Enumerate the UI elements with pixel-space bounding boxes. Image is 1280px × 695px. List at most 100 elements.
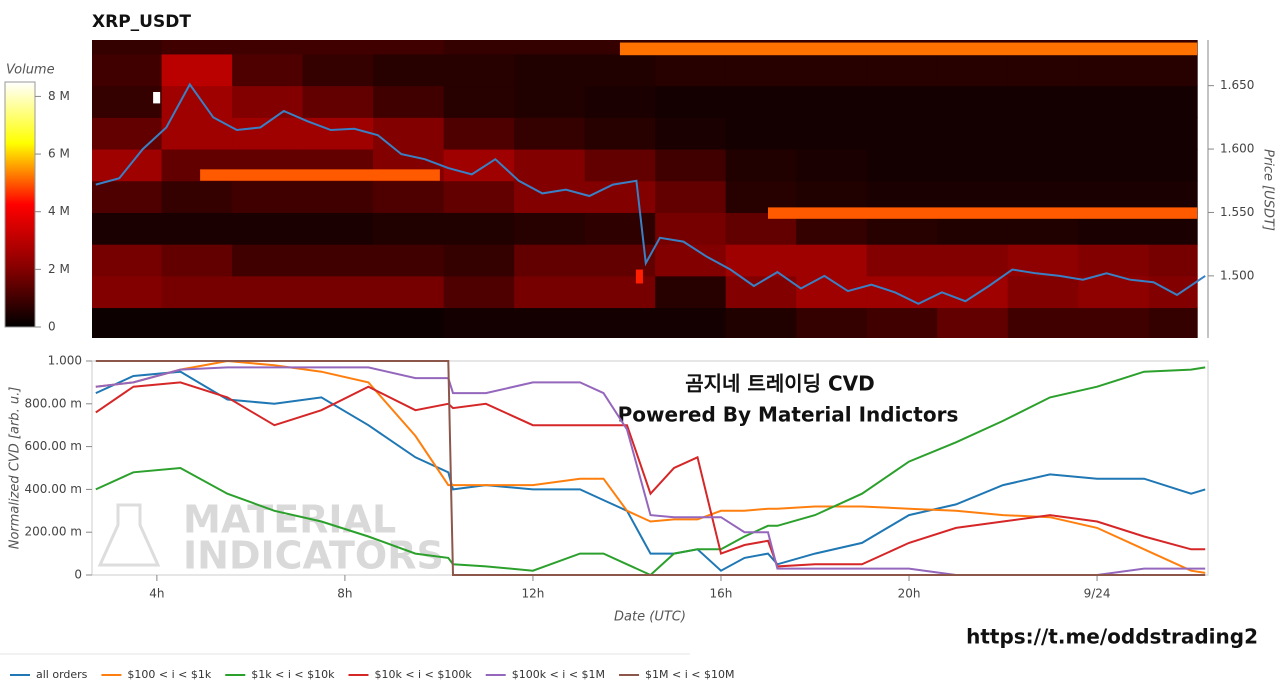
heat-cell <box>514 40 586 55</box>
heat-cell <box>796 85 868 118</box>
heat-cell <box>1078 149 1150 182</box>
heat-cell <box>1007 244 1079 277</box>
colorbar <box>4 81 36 328</box>
heat-cell <box>302 307 374 338</box>
legend-label: all orders <box>36 668 88 681</box>
cvd-line <box>95 381 1206 568</box>
heat-cell <box>92 53 163 87</box>
heat-cell <box>866 307 938 338</box>
heat-cell <box>232 40 304 55</box>
y-tick-label: 1.000 <box>48 354 82 368</box>
heat-cell <box>514 275 586 309</box>
y-tick-label: 200.00 m <box>25 525 83 539</box>
heat-cell <box>232 53 304 87</box>
heat-cell <box>655 275 727 309</box>
lines <box>95 359 1206 577</box>
x-tick-label: 8h <box>337 587 352 601</box>
heat-cell <box>584 212 656 245</box>
heat-cell <box>514 307 586 338</box>
heat-cell <box>655 180 727 213</box>
heat-cell <box>866 149 938 182</box>
heat-cell <box>373 117 445 150</box>
heat-cell <box>1007 117 1079 150</box>
heat-cell <box>92 212 163 245</box>
heat-cell <box>443 307 515 338</box>
heat-cell <box>937 53 1009 87</box>
heatmap <box>92 40 1206 338</box>
heat-cell <box>514 180 586 213</box>
heat-cell <box>302 180 374 213</box>
heat-cell <box>1148 244 1198 277</box>
heat-cell <box>302 85 374 118</box>
heat-cell <box>373 180 445 213</box>
heat-cell <box>232 180 304 213</box>
price-line <box>95 82 1206 305</box>
heat-cell <box>725 53 797 87</box>
heat-cell <box>373 40 445 55</box>
heat-cell <box>1148 117 1198 150</box>
heat-cell <box>514 149 586 182</box>
heat-cell <box>796 117 868 150</box>
heat-cell <box>937 149 1009 182</box>
heat-cell <box>302 275 374 309</box>
cvd-line <box>95 360 1206 576</box>
heat-cell <box>92 307 163 338</box>
heat-cell <box>443 149 515 182</box>
heat-cell <box>1007 53 1079 87</box>
heat-cell <box>443 53 515 87</box>
heat-cell <box>514 244 586 277</box>
heat-cell <box>373 244 445 277</box>
heat-block <box>767 207 1198 219</box>
watermark-text: INDICATORS <box>183 534 444 578</box>
x-axis-label: Date (UTC) <box>614 610 686 625</box>
heat-cell <box>443 117 515 150</box>
heat-cell <box>92 180 163 213</box>
heat-cell <box>725 244 797 277</box>
heat-cell <box>1078 244 1150 277</box>
legend-label: $100 < i < $1k <box>127 668 211 681</box>
colorbar-tick-label: 6 M <box>48 147 70 161</box>
heat-cell <box>1007 275 1079 309</box>
heat-cell <box>514 53 586 87</box>
heat-cell <box>796 53 868 87</box>
y-tick-label: 1.550 <box>1220 205 1254 219</box>
colorbar-tick-label: 2 M <box>48 262 70 276</box>
heat-cell <box>1007 85 1079 118</box>
heat-cell <box>373 53 445 87</box>
colorbar-tick-label: 8 M <box>48 89 70 103</box>
heat-cell <box>584 117 656 150</box>
heat-cell <box>161 40 233 55</box>
y-tick-label: 1.650 <box>1220 78 1254 92</box>
x-tick-label: 9/24 <box>1084 587 1111 601</box>
y-tick-label: 1.500 <box>1220 268 1254 282</box>
heat-cell <box>866 117 938 150</box>
heat-cell <box>443 85 515 118</box>
y-tick-label: 600.00 m <box>25 439 83 453</box>
heat-cell <box>1007 149 1079 182</box>
heat-cell <box>655 85 727 118</box>
heat-block <box>153 91 161 104</box>
heat-cell <box>232 275 304 309</box>
y-tick-label: 1.600 <box>1220 142 1254 156</box>
cvd-line <box>95 359 1206 574</box>
heat-cell <box>725 117 797 150</box>
heat-cell <box>232 212 304 245</box>
heat-cell <box>937 85 1009 118</box>
heat-cell <box>655 244 727 277</box>
heat-cell <box>1148 85 1198 118</box>
heat-cell <box>937 117 1009 150</box>
heat-cell <box>373 307 445 338</box>
annotation: 곰지네 트레이딩 CVD <box>685 372 874 396</box>
y-tick-label: 800.00 m <box>25 396 83 410</box>
heat-cell <box>1078 85 1150 118</box>
heat-cell <box>655 307 727 338</box>
heat-cell <box>1078 53 1150 87</box>
heat-cell <box>161 117 233 150</box>
heat-cell <box>1148 307 1198 338</box>
heat-cell <box>866 275 938 309</box>
heat-cell <box>92 40 163 55</box>
heat-cell <box>373 275 445 309</box>
heat-cell <box>161 275 233 309</box>
